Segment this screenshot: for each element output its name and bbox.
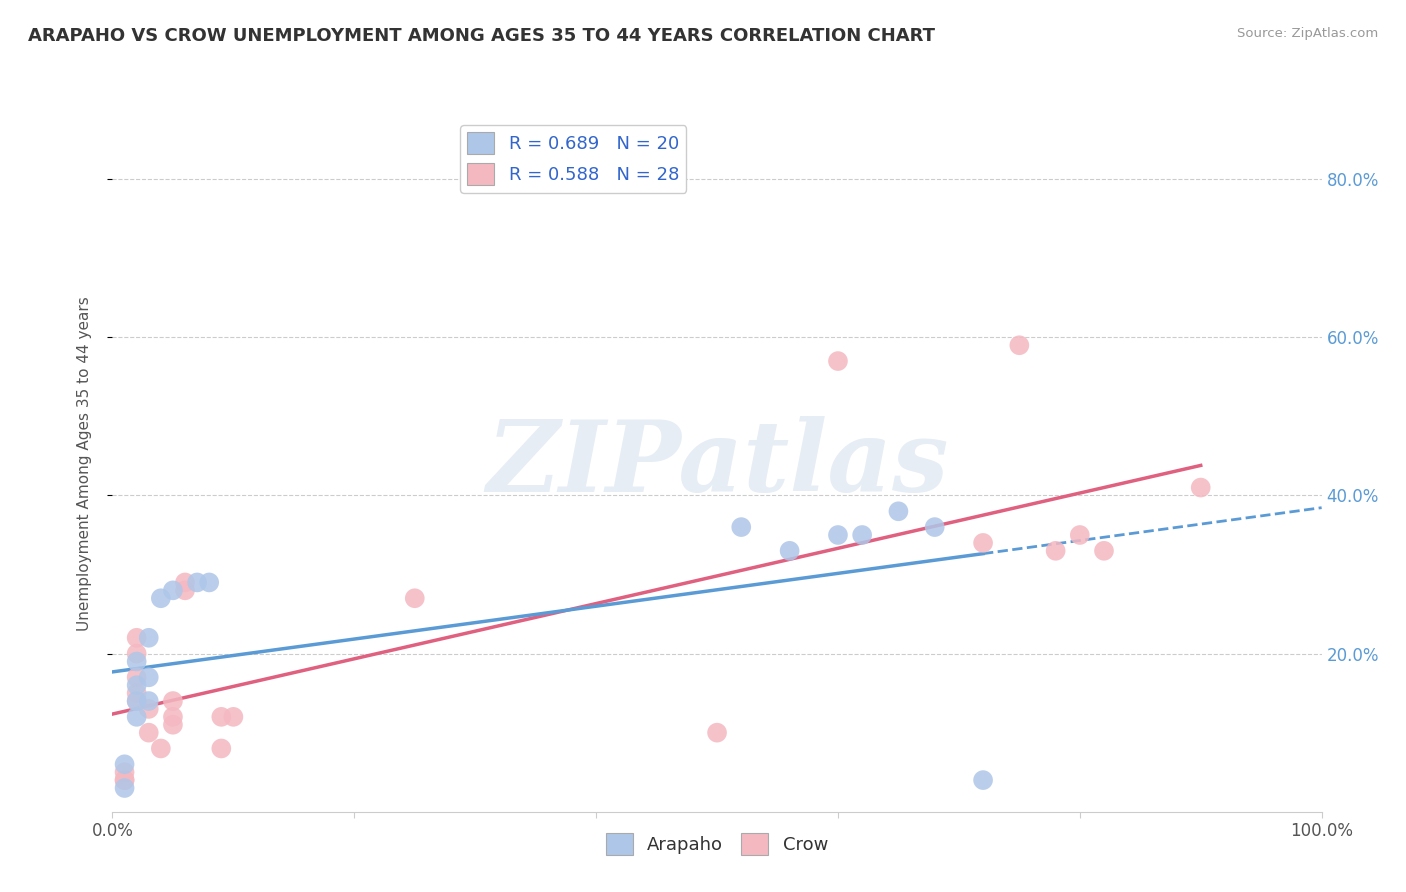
Point xyxy=(125,710,148,724)
Point xyxy=(1008,338,1031,352)
Point xyxy=(114,765,136,780)
Point xyxy=(125,647,148,661)
Point xyxy=(209,741,232,756)
Point xyxy=(972,536,994,550)
Point xyxy=(114,773,136,788)
Point xyxy=(138,702,160,716)
Point xyxy=(149,591,172,606)
Point xyxy=(138,694,160,708)
Point xyxy=(125,655,148,669)
Point xyxy=(138,631,160,645)
Point xyxy=(125,631,148,645)
Legend: Arapaho, Crow: Arapaho, Crow xyxy=(599,825,835,862)
Point xyxy=(162,717,184,731)
Point xyxy=(924,520,946,534)
Point xyxy=(198,575,221,590)
Point xyxy=(887,504,910,518)
Point xyxy=(972,773,994,788)
Point xyxy=(114,780,136,795)
Text: Source: ZipAtlas.com: Source: ZipAtlas.com xyxy=(1237,27,1378,40)
Point xyxy=(827,528,849,542)
Text: ZIPatlas: ZIPatlas xyxy=(486,416,948,512)
Point xyxy=(730,520,752,534)
Point xyxy=(162,710,184,724)
Point xyxy=(125,678,148,692)
Point xyxy=(174,575,197,590)
Point xyxy=(851,528,873,542)
Point xyxy=(114,773,136,788)
Point xyxy=(209,710,232,724)
Point xyxy=(1045,543,1067,558)
Point xyxy=(125,694,148,708)
Point xyxy=(827,354,849,368)
Point xyxy=(114,757,136,772)
Point xyxy=(162,583,184,598)
Point xyxy=(174,583,197,598)
Point xyxy=(138,670,160,684)
Point xyxy=(222,710,245,724)
Point xyxy=(125,694,148,708)
Point xyxy=(162,694,184,708)
Point xyxy=(125,670,148,684)
Text: ARAPAHO VS CROW UNEMPLOYMENT AMONG AGES 35 TO 44 YEARS CORRELATION CHART: ARAPAHO VS CROW UNEMPLOYMENT AMONG AGES … xyxy=(28,27,935,45)
Point xyxy=(186,575,208,590)
Point xyxy=(138,725,160,739)
Point xyxy=(1069,528,1091,542)
Point xyxy=(404,591,426,606)
Point xyxy=(125,686,148,700)
Point xyxy=(149,741,172,756)
Point xyxy=(779,543,801,558)
Point xyxy=(1189,481,1212,495)
Y-axis label: Unemployment Among Ages 35 to 44 years: Unemployment Among Ages 35 to 44 years xyxy=(77,296,91,632)
Point xyxy=(1092,543,1115,558)
Point xyxy=(706,725,728,739)
